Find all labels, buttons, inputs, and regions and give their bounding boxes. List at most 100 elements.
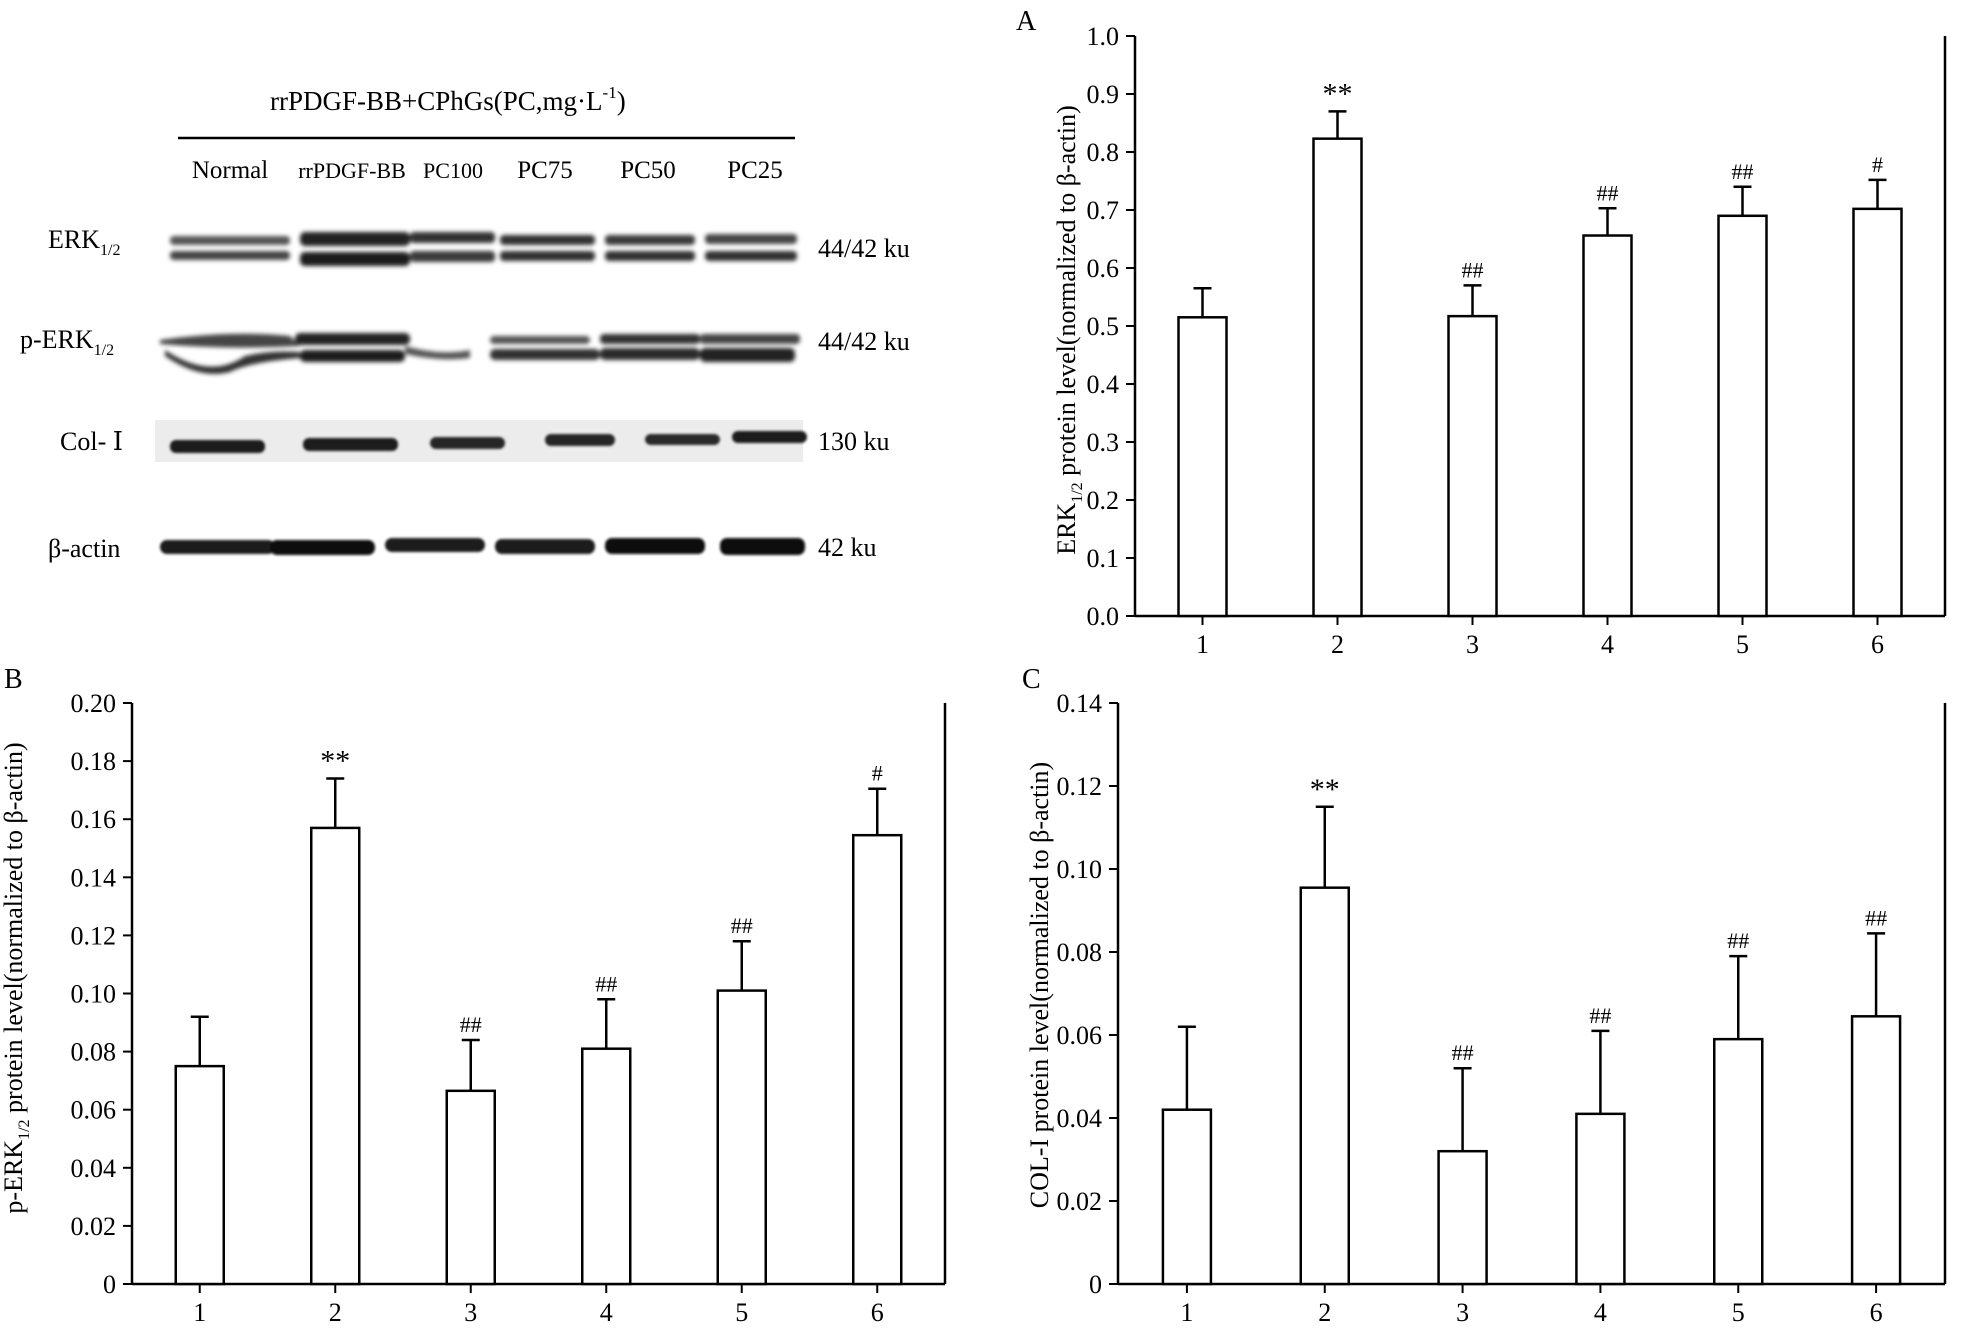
bar xyxy=(1312,137,1363,618)
x-tick-label: 6 xyxy=(871,1298,884,1327)
lane-label-pc50: PC50 xyxy=(620,157,676,184)
x-tick-label: 3 xyxy=(1466,630,1479,659)
bar xyxy=(1713,1037,1764,1286)
y-axis-label: COL-I protein level(normalized to β-acti… xyxy=(1025,762,1054,1208)
x-tick-label: 4 xyxy=(1594,1298,1607,1327)
row-label-p-erk: p-ERK1/2 xyxy=(20,325,114,359)
significance-marker: ## xyxy=(1727,928,1749,953)
y-tick-label: 0.10 xyxy=(1057,855,1103,884)
y-tick-label: 0.1 xyxy=(1087,544,1120,573)
y-tick-label: 0.4 xyxy=(1087,370,1120,399)
x-tick-label: 5 xyxy=(1736,630,1749,659)
lane-label-pc100: PC100 xyxy=(423,158,483,183)
y-tick-label: 0.10 xyxy=(71,980,117,1009)
size-label-erk: 44/42 ku xyxy=(818,234,910,263)
bar xyxy=(174,1064,225,1286)
y-tick-label: 0.5 xyxy=(1087,312,1120,341)
y-tick-label: 0.2 xyxy=(1087,486,1120,515)
bar xyxy=(1437,1149,1488,1286)
bar xyxy=(1852,207,1903,618)
y-tick-label: 0.02 xyxy=(1057,1187,1103,1216)
p-erk-bands xyxy=(160,333,800,374)
y-tick-label: 0.12 xyxy=(1057,772,1103,801)
y-tick-label: 0.02 xyxy=(71,1212,117,1241)
y-tick-label: 0.06 xyxy=(71,1096,117,1125)
y-tick-label: 0.0 xyxy=(1087,602,1120,631)
bar xyxy=(581,1047,632,1286)
x-tick-label: 6 xyxy=(1871,630,1884,659)
panel-label: C xyxy=(1022,664,1041,695)
lane-label-normal: Normal xyxy=(192,157,268,184)
x-tick-label: 3 xyxy=(464,1298,477,1327)
x-tick-label: 4 xyxy=(600,1298,613,1327)
beta-actin-bands xyxy=(160,538,805,555)
panel-label: A xyxy=(1016,6,1037,37)
significance-marker: ## xyxy=(1589,1003,1611,1028)
y-tick-label: 0.6 xyxy=(1087,254,1120,283)
bar xyxy=(1177,316,1228,618)
row-label-beta-actin: β-actin xyxy=(48,534,120,563)
x-tick-label: 1 xyxy=(1180,1298,1193,1327)
y-axis-label: p-ERK1/2 protein level(normalized to β-a… xyxy=(0,742,33,1213)
blot-header: rrPDGF-BB+CPhGs(PC,mg·L-1) xyxy=(270,83,626,116)
lane-label-pc25: PC25 xyxy=(727,157,783,184)
significance-marker: ## xyxy=(1597,180,1619,205)
lane-label-rrpdgf: rrPDGF-BB xyxy=(298,158,406,183)
chart-c: C COL-I protein level(normalized to β-ac… xyxy=(1022,664,1947,1327)
x-tick-label: 3 xyxy=(1456,1298,1469,1327)
x-tick-label: 2 xyxy=(329,1298,342,1327)
size-label-p-erk: 44/42 ku xyxy=(818,327,910,356)
significance-marker: # xyxy=(1872,152,1883,177)
y-tick-label: 0.04 xyxy=(71,1154,117,1183)
size-label-beta-actin: 42 ku xyxy=(818,533,877,562)
chart-a: A ERK1/2 protein level(normalized to β-a… xyxy=(1016,6,1947,659)
y-tick-label: 0.04 xyxy=(1057,1104,1103,1133)
x-tick-label: 1 xyxy=(1196,630,1209,659)
y-tick-label: 0.9 xyxy=(1087,80,1120,109)
y-tick-label: 0.08 xyxy=(1057,938,1103,967)
x-tick-label: 2 xyxy=(1331,630,1344,659)
bar xyxy=(1850,1015,1902,1286)
panel-label: B xyxy=(4,664,23,695)
col1-bands xyxy=(170,431,807,453)
significance-marker: ## xyxy=(1462,257,1484,282)
y-tick-label: 1.0 xyxy=(1087,22,1120,51)
lane-label-pc75: PC75 xyxy=(517,157,573,184)
bar xyxy=(1447,314,1498,618)
y-tick-label: 0.14 xyxy=(71,863,117,892)
y-tick-label: 0.14 xyxy=(1057,689,1103,718)
significance-marker: # xyxy=(872,761,883,786)
significance-marker: ## xyxy=(1865,905,1887,930)
bar xyxy=(1575,1112,1626,1286)
significance-marker: ** xyxy=(1310,773,1340,806)
size-label-col1: 130 ku xyxy=(818,427,890,456)
bar xyxy=(1299,886,1350,1286)
row-label-col1: Col- Ⅰ xyxy=(60,427,123,456)
y-tick-label: 0.8 xyxy=(1087,138,1120,167)
row-label-erk: ERK1/2 xyxy=(48,225,120,259)
y-tick-label: 0.7 xyxy=(1087,196,1120,225)
significance-marker: ** xyxy=(320,745,350,778)
y-tick-label: 0.16 xyxy=(71,805,117,834)
significance-marker: ## xyxy=(731,913,753,938)
y-axis-label: ERK1/2 protein level(normalized to β-act… xyxy=(1052,105,1086,555)
y-tick-label: 0.08 xyxy=(71,1038,117,1067)
x-tick-label: 5 xyxy=(735,1298,748,1327)
y-tick-label: 0 xyxy=(103,1270,116,1299)
y-tick-label: 0.18 xyxy=(71,747,117,776)
significance-marker: ## xyxy=(1732,159,1754,184)
bar xyxy=(1582,234,1633,618)
significance-marker: ## xyxy=(595,971,617,996)
y-tick-label: 0.12 xyxy=(71,921,117,950)
significance-marker: ## xyxy=(460,1012,482,1037)
x-tick-label: 5 xyxy=(1732,1298,1745,1327)
x-tick-label: 2 xyxy=(1318,1298,1331,1327)
erk-bands xyxy=(170,232,797,266)
x-tick-label: 6 xyxy=(1870,1298,1883,1327)
y-tick-label: 0.3 xyxy=(1087,428,1120,457)
x-tick-label: 1 xyxy=(193,1298,206,1327)
bar xyxy=(445,1089,496,1286)
bar xyxy=(1717,214,1768,618)
significance-marker: ** xyxy=(1323,77,1353,110)
y-tick-label: 0.20 xyxy=(71,689,117,718)
